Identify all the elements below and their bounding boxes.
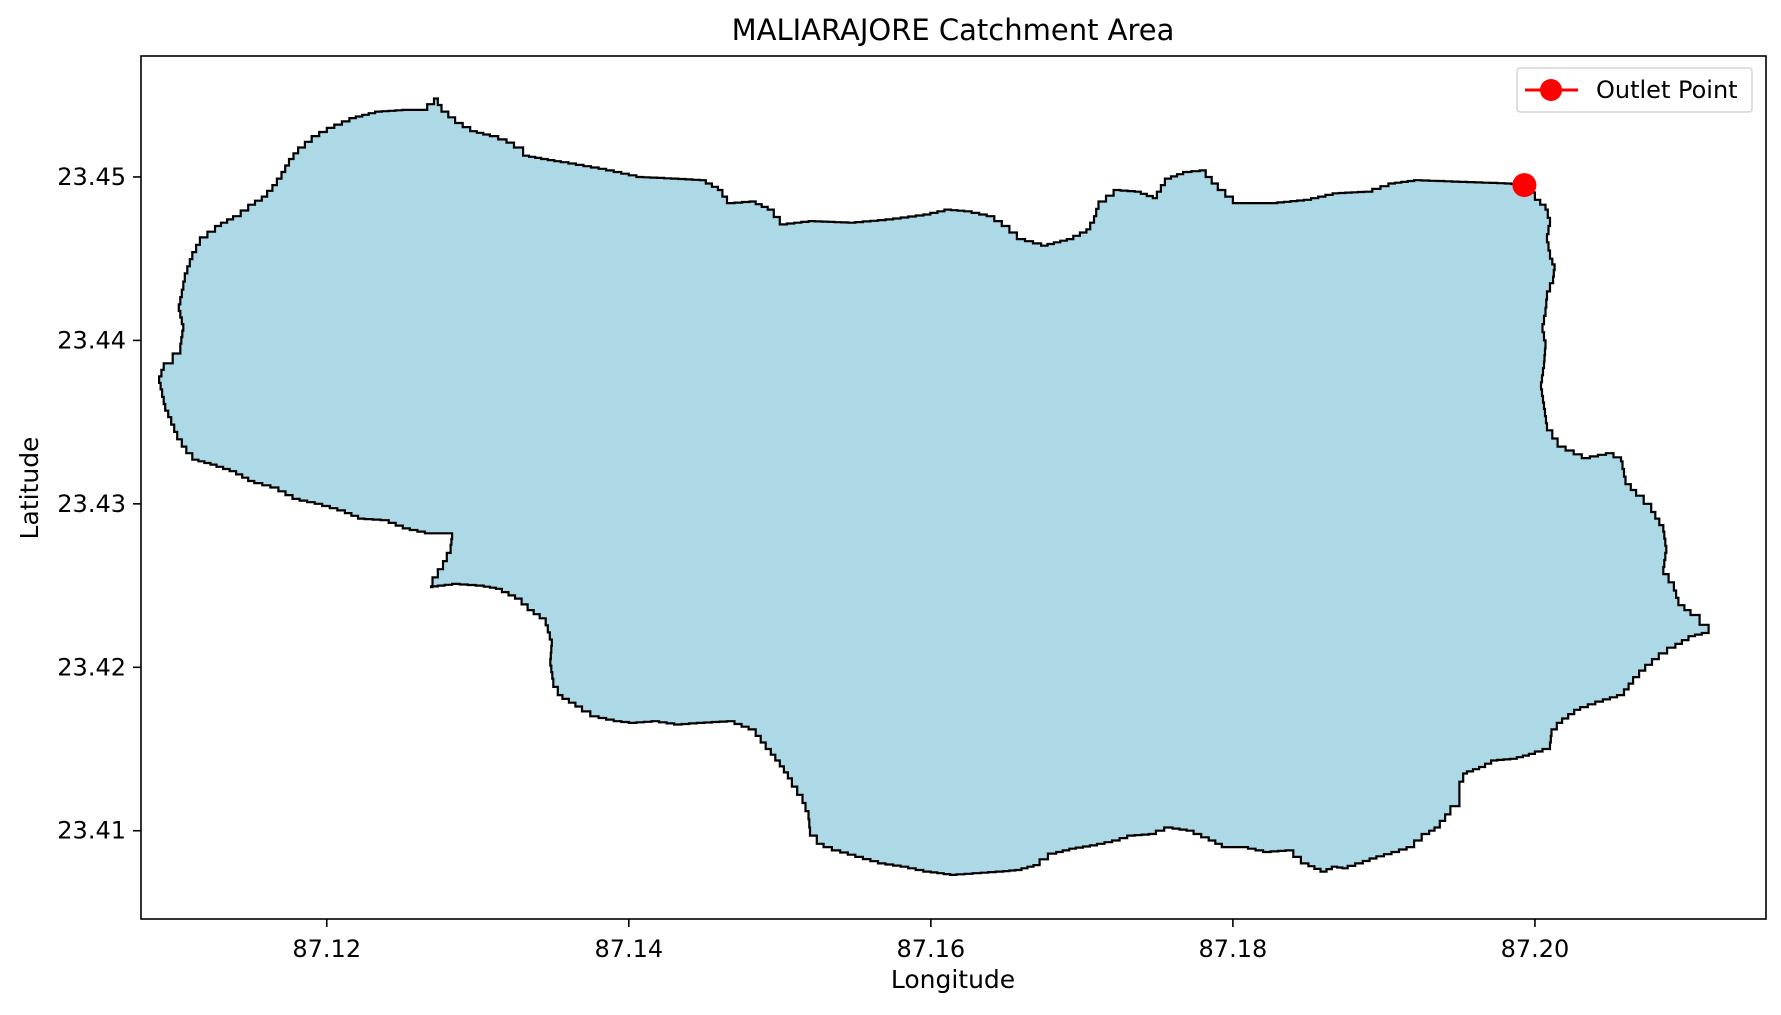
outlet-point-marker (1512, 173, 1537, 198)
y-tick-label: 23.45 (57, 163, 126, 191)
legend-entry-label: Outlet Point (1596, 76, 1738, 104)
catchment-layer (158, 97, 1710, 877)
y-axis-ticks: 23.41 23.42 23.43 23.44 23.45 (57, 163, 141, 845)
y-axis-label: Latitude (15, 437, 44, 540)
x-tick-label: 87.20 (1501, 935, 1570, 963)
y-tick-label: 23.43 (57, 490, 126, 518)
chart-title: MALIARAJORE Catchment Area (732, 13, 1175, 47)
y-tick-label: 23.42 (57, 653, 126, 681)
y-tick-label: 23.41 (57, 817, 126, 845)
x-axis-ticks: 87.12 87.14 87.16 87.18 87.20 (292, 919, 1569, 963)
axes-frame (140, 55, 1767, 920)
x-tick-label: 87.12 (292, 935, 361, 963)
catchment-area (158, 97, 1710, 877)
x-tick-label: 87.18 (1199, 935, 1268, 963)
x-tick-label: 87.14 (594, 935, 663, 963)
legend: Outlet Point (1516, 67, 1753, 113)
legend-box (1516, 67, 1753, 113)
y-tick-label: 23.44 (57, 326, 126, 354)
x-tick-label: 87.16 (896, 935, 965, 963)
legend-marker-swatch (1540, 79, 1562, 101)
x-axis-label: Longitude (891, 965, 1015, 994)
